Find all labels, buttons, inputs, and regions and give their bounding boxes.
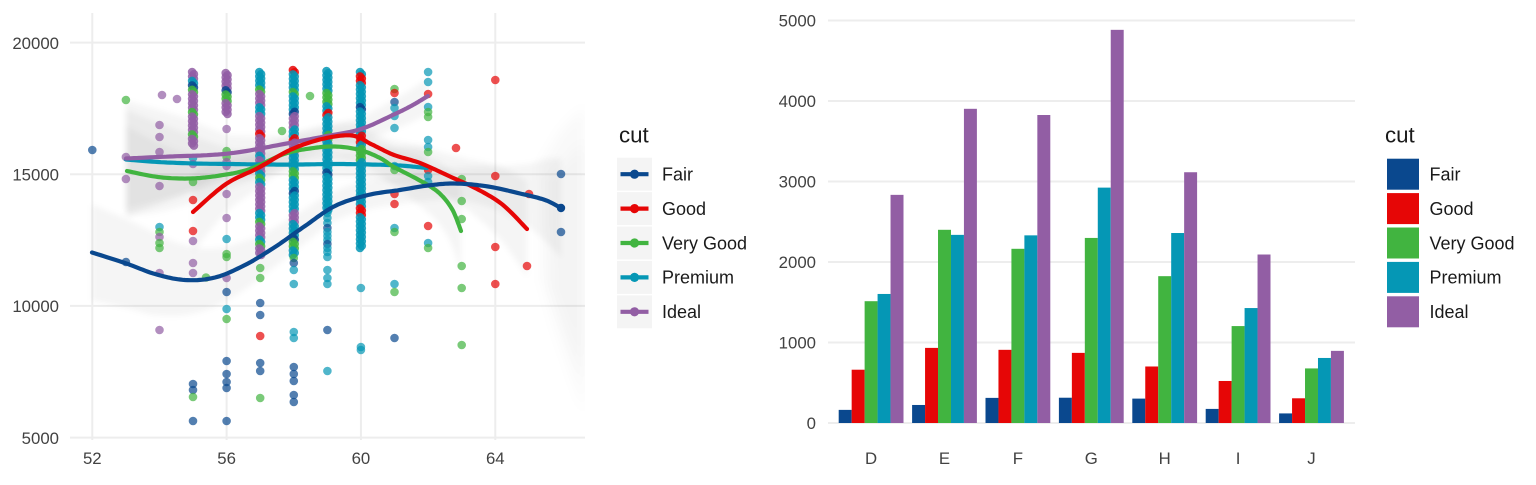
svg-text:2000: 2000 — [779, 253, 816, 272]
svg-text:5000: 5000 — [779, 12, 816, 31]
svg-text:E: E — [939, 449, 950, 468]
svg-text:56: 56 — [217, 449, 236, 468]
svg-text:H: H — [1159, 449, 1171, 468]
svg-text:15000: 15000 — [12, 165, 59, 184]
svg-text:F: F — [1013, 449, 1023, 468]
svg-text:Fair: Fair — [1430, 165, 1461, 185]
svg-text:Fair: Fair — [662, 165, 693, 185]
svg-text:Ideal: Ideal — [1430, 302, 1469, 322]
svg-text:Good: Good — [1430, 199, 1474, 219]
svg-text:5000: 5000 — [22, 429, 59, 448]
svg-text:52: 52 — [83, 449, 102, 468]
svg-text:10000: 10000 — [12, 297, 59, 316]
svg-text:cut: cut — [619, 123, 650, 148]
svg-text:D: D — [865, 449, 877, 468]
svg-text:20000: 20000 — [12, 34, 59, 53]
svg-text:Premium: Premium — [1430, 268, 1502, 288]
svg-text:3000: 3000 — [779, 173, 816, 192]
svg-text:Ideal: Ideal — [662, 302, 701, 322]
svg-text:Premium: Premium — [662, 268, 734, 288]
svg-text:G: G — [1085, 449, 1098, 468]
svg-text:60: 60 — [352, 449, 371, 468]
svg-text:Very Good: Very Good — [662, 233, 747, 253]
svg-text:Good: Good — [662, 199, 706, 219]
svg-text:1000: 1000 — [779, 334, 816, 353]
svg-text:J: J — [1307, 449, 1315, 468]
svg-text:4000: 4000 — [779, 92, 816, 111]
svg-text:Very Good: Very Good — [1430, 233, 1515, 253]
svg-text:64: 64 — [486, 449, 505, 468]
svg-text:I: I — [1236, 449, 1241, 468]
svg-text:cut: cut — [1385, 123, 1416, 148]
svg-text:0: 0 — [807, 414, 816, 433]
